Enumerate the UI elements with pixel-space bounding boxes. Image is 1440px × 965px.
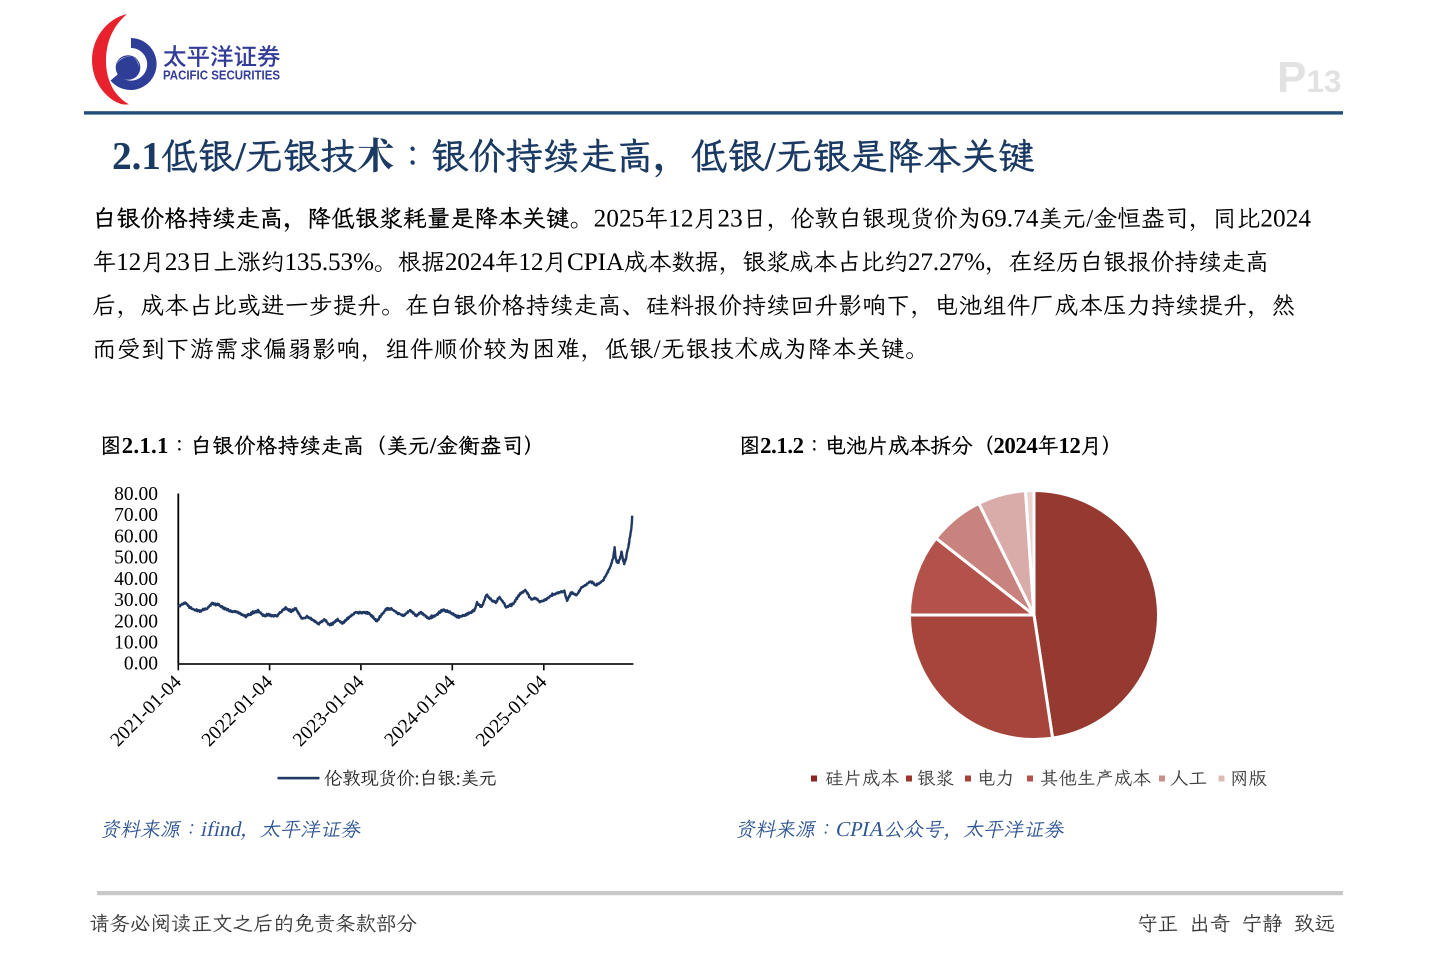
svg-text:2021-01-04: 2021-01-04 xyxy=(107,672,186,751)
svg-text:80.00: 80.00 xyxy=(114,484,158,505)
svg-text:2023-01-04: 2023-01-04 xyxy=(289,672,368,751)
svg-text:2025-01-04: 2025-01-04 xyxy=(472,672,551,751)
svg-text:20.00: 20.00 xyxy=(114,611,158,632)
svg-text:P13: P13 xyxy=(1277,53,1341,102)
svg-text:2022-01-04: 2022-01-04 xyxy=(198,672,277,751)
svg-text:70.00: 70.00 xyxy=(114,505,158,526)
svg-text:10.00: 10.00 xyxy=(114,633,158,654)
svg-text:2024-01-04: 2024-01-04 xyxy=(381,672,460,751)
svg-text:0.00: 0.00 xyxy=(124,654,158,675)
svg-text:60.00: 60.00 xyxy=(114,526,158,547)
svg-text:30.00: 30.00 xyxy=(114,590,158,611)
svg-text:50.00: 50.00 xyxy=(114,548,158,569)
svg-text:PACIFIC SECURITIES: PACIFIC SECURITIES xyxy=(163,68,280,83)
svg-text:40.00: 40.00 xyxy=(114,569,158,590)
